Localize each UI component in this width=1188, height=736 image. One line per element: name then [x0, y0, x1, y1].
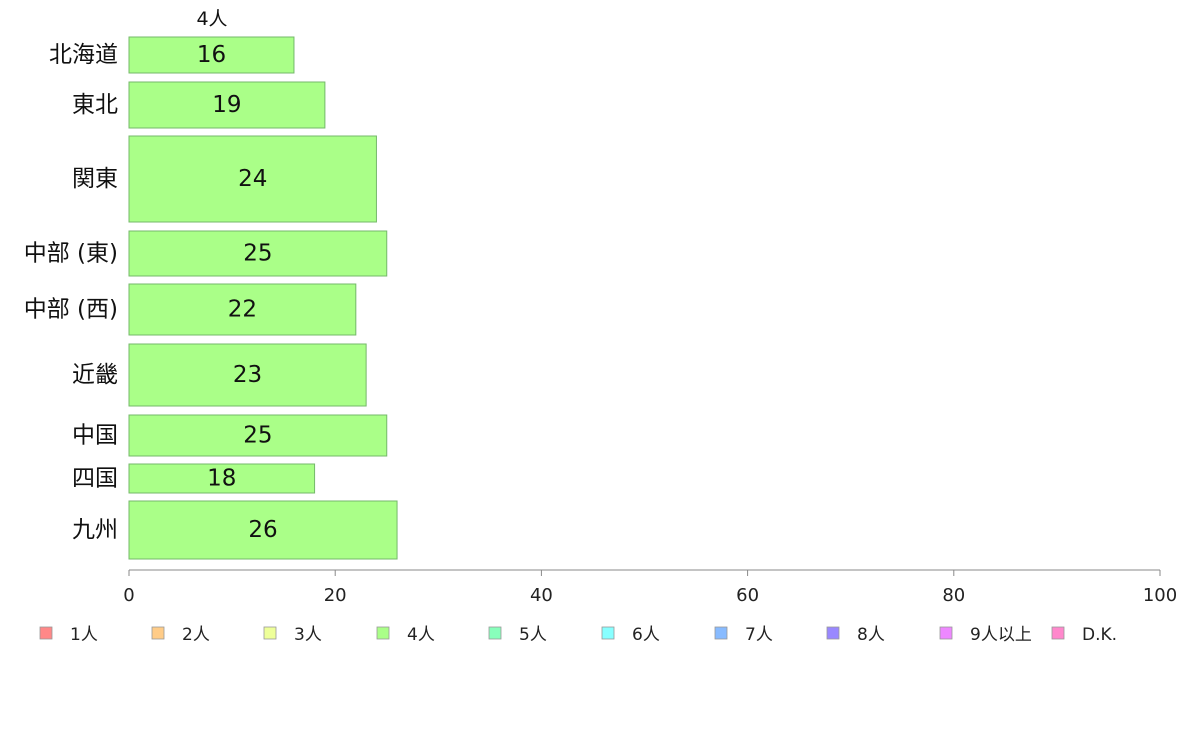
bar-6 — [128, 343, 367, 407]
bar-value-label: 23 — [233, 362, 262, 388]
legend-swatch — [263, 626, 277, 640]
x-tick-label: 0 — [123, 585, 134, 606]
x-tick-label: 100 — [1143, 585, 1177, 606]
legend-swatch — [601, 626, 615, 640]
legend-label: D.K. — [1082, 625, 1117, 645]
bar-5 — [128, 283, 357, 336]
legend-label: 1人 — [70, 625, 98, 645]
category-label: 近畿 — [72, 362, 118, 388]
category-label: 中国 — [72, 423, 118, 449]
legend-label: 6人 — [632, 625, 660, 645]
legend-label: 4人 — [407, 625, 435, 645]
bar-value-label: 16 — [197, 42, 226, 68]
legend-swatch — [39, 626, 53, 640]
bars: 16 19 24 25 22 23 25 18 26 — [128, 36, 398, 560]
category-label: 九州 — [72, 517, 118, 543]
category-label: 中部 (東) — [24, 241, 118, 267]
legend-label: 9人以上 — [970, 625, 1032, 645]
bar-value-label: 25 — [243, 241, 272, 267]
bar-3 — [128, 135, 377, 223]
legend-label: 2人 — [182, 625, 210, 645]
legend-swatch — [488, 626, 502, 640]
bar-value-label: 26 — [248, 517, 277, 543]
x-tick-label: 80 — [942, 585, 965, 606]
x-axis: 0 20 40 60 80 100 — [123, 569, 1177, 606]
category-label: 東北 — [72, 92, 118, 118]
bar-7 — [128, 414, 388, 457]
legend-label: 8人 — [857, 625, 885, 645]
x-tick-label: 40 — [530, 585, 553, 606]
bar-value-label: 24 — [238, 166, 267, 192]
legend-swatch — [376, 626, 390, 640]
bar-8 — [128, 463, 316, 494]
bar-value-label: 25 — [243, 423, 272, 449]
category-label: 関東 — [72, 166, 118, 192]
legend: 1人 2人 3人 4人 5人 6人 7人 8人 9人以上 D.K. — [39, 625, 1117, 645]
x-tick-label: 20 — [324, 585, 347, 606]
bar-value-label: 19 — [212, 92, 241, 118]
category-label: 北海道 — [49, 42, 118, 68]
bar-4 — [128, 230, 388, 277]
bar-9 — [128, 500, 398, 560]
legend-swatch — [826, 626, 840, 640]
series-title: 4人 — [196, 8, 227, 30]
legend-swatch — [939, 626, 953, 640]
bar-value-label: 18 — [207, 466, 236, 492]
legend-label: 3人 — [294, 625, 322, 645]
category-label: 四国 — [72, 466, 118, 492]
bar-2 — [128, 81, 326, 129]
legend-label: 5人 — [519, 625, 547, 645]
x-tick-label: 60 — [736, 585, 759, 606]
legend-swatch — [151, 626, 165, 640]
legend-swatch — [1051, 626, 1065, 640]
category-label: 中部 (西) — [24, 297, 118, 323]
legend-label: 7人 — [745, 625, 773, 645]
legend-swatch — [714, 626, 728, 640]
bar-value-label: 22 — [228, 297, 257, 323]
bar-1 — [128, 36, 295, 74]
